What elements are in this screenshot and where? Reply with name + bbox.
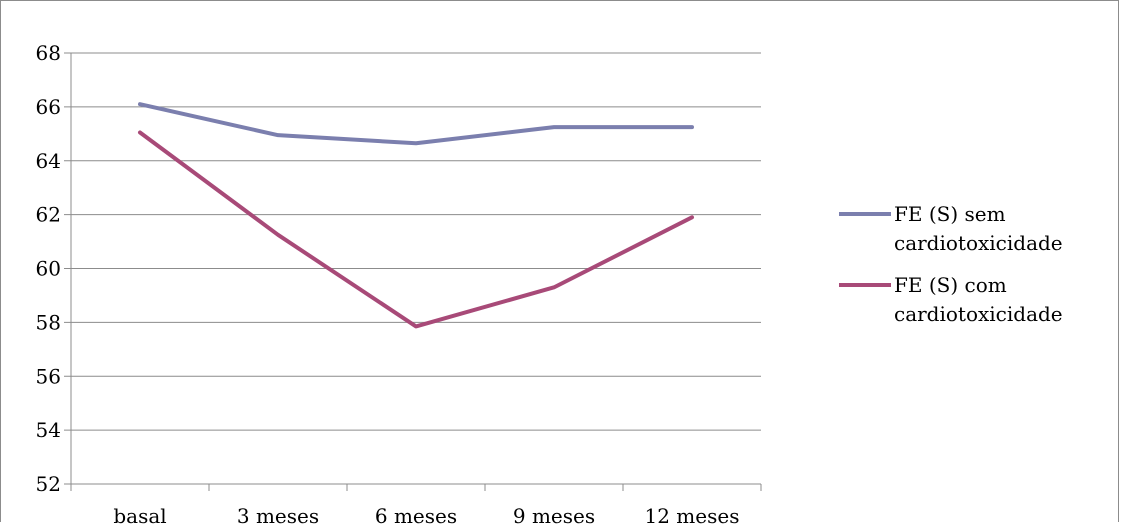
y-tick-label: 66	[36, 95, 61, 119]
gridlines	[71, 52, 761, 431]
x-tick-label: 6 meses	[375, 504, 457, 524]
x-axis-tick-labels: basal 3 meses 6 meses 9 meses 12 meses	[113, 504, 739, 524]
x-tick-label: 12 meses	[645, 504, 740, 524]
axes	[64, 52, 762, 491]
legend-label-1: cardiotoxicidade	[894, 231, 1063, 255]
legend-label-2: FE (S) com	[894, 273, 1007, 297]
legend: FE (S) sem cardiotoxicidade FE (S) com card…	[839, 202, 1063, 326]
x-tick-label: 9 meses	[513, 504, 595, 524]
y-axis-tick-labels: 52 54 56 58 60 62 64 66 68	[36, 41, 61, 496]
y-tick-label: 64	[36, 149, 61, 173]
legend-label-2: cardiotoxicidade	[894, 302, 1063, 326]
series-lines	[138, 102, 694, 329]
y-tick-label: 52	[36, 472, 61, 496]
x-tick-label: 3 meses	[237, 504, 319, 524]
legend-label-1: FE (S) sem	[894, 202, 1006, 226]
series-line-1	[138, 102, 694, 146]
x-tick-label: basal	[113, 504, 166, 524]
y-tick-label: 68	[36, 41, 61, 65]
series-line-2	[138, 130, 694, 329]
y-tick-label: 54	[36, 418, 61, 442]
y-tick-label: 60	[36, 257, 61, 281]
y-tick-label: 56	[36, 364, 61, 388]
y-tick-label: 58	[36, 310, 61, 334]
y-tick-label: 62	[36, 203, 61, 227]
